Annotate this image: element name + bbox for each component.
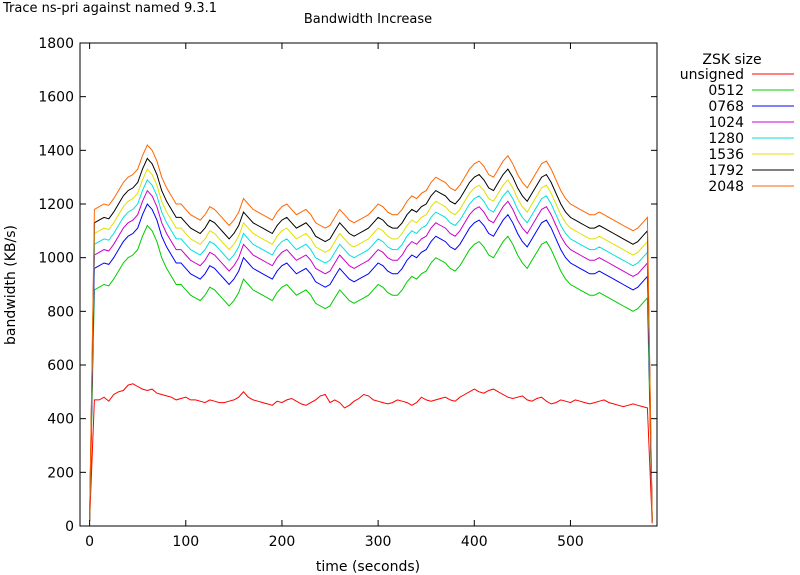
y-tick-label: 1800	[38, 36, 74, 52]
y-tick-label: 800	[47, 304, 74, 320]
y-tick-label: 1400	[38, 143, 74, 159]
y-tick-label: 400	[47, 412, 74, 428]
x-tick-label: 0	[85, 534, 94, 550]
legend-label-2048: 2048	[708, 179, 744, 195]
x-tick-label: 500	[557, 534, 584, 550]
y-tick-label: 200	[47, 465, 74, 481]
y-tick-label: 1600	[38, 90, 74, 106]
series-line-1536	[89, 168, 653, 521]
legend-label-1280: 1280	[708, 131, 744, 147]
series-line-1280	[89, 178, 653, 521]
chart-title: Bandwidth Increase	[304, 12, 432, 27]
series-line-2048	[89, 144, 653, 521]
legend-label-unsigned: unsigned	[680, 67, 744, 83]
y-tick-label: 600	[47, 358, 74, 374]
y-tick-label: 0	[65, 519, 74, 535]
series-line-0512	[89, 224, 653, 521]
x-tick-label: 300	[365, 534, 392, 550]
legend-label-0512: 0512	[708, 83, 744, 99]
series-line-1792	[89, 157, 653, 521]
x-tick-label: 100	[172, 534, 199, 550]
plot-frame	[79, 42, 658, 527]
legend-label-1536: 1536	[708, 147, 744, 163]
trace-label: Trace ns-pri against named 9.3.1	[3, 1, 218, 16]
axis-ticks: 0 200 400 600 800 1000 1200 1400 1600 1800 0 100 200…	[38, 36, 657, 550]
y-tick-label: 1200	[38, 197, 74, 213]
legend-title: ZSK size	[702, 52, 761, 68]
legend-label-0768: 0768	[708, 99, 744, 115]
legend-label-1024: 1024	[708, 115, 744, 131]
x-tick-label: 200	[269, 534, 296, 550]
y-axis-label: bandwidth (KB/s)	[3, 225, 19, 345]
series-line-0768	[89, 203, 653, 521]
legend: ZSK size unsigned05120768102412801536179…	[680, 52, 794, 195]
series-lines	[89, 144, 653, 524]
x-tick-label: 400	[461, 534, 488, 550]
series-line-unsigned	[89, 383, 653, 524]
series-line-1024	[89, 189, 653, 521]
x-axis-label: time (seconds)	[316, 559, 420, 575]
y-tick-label: 1000	[38, 251, 74, 267]
legend-label-1792: 1792	[708, 163, 744, 179]
